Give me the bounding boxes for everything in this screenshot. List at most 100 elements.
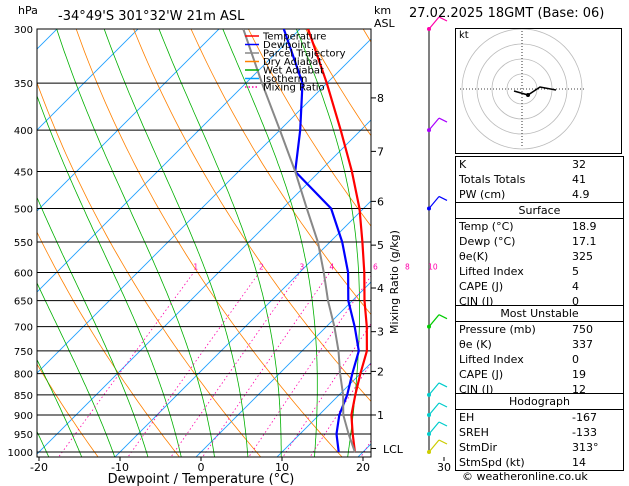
mu-title: Most Unstable — [500, 307, 579, 320]
surface-value: 17.1 — [572, 235, 597, 248]
isotherm-line — [37, 29, 220, 212]
isotherm-line — [276, 362, 371, 457]
mixing-ratio-label: 10 — [428, 263, 438, 272]
dry-adiabat-line — [247, 29, 371, 227]
surface-value: 5 — [572, 265, 579, 278]
hodo-label: EH — [456, 409, 569, 425]
mixing-ratio-line — [170, 272, 301, 457]
index-label: K — [459, 158, 467, 171]
mu-value: 337 — [572, 338, 593, 351]
hpa-label: hPa — [18, 4, 38, 17]
hodograph-ring — [461, 28, 583, 150]
wet-adiabat-line — [158, 29, 282, 457]
hodo-label: StmSpd (kt) — [459, 456, 525, 469]
wet-adiabat-line — [37, 282, 116, 457]
mu-value: 19 — [572, 368, 586, 381]
dry-adiabat-line — [37, 81, 262, 457]
indices-panel: K 32 Totals Totals 41 PW (cm) 4.9 — [455, 156, 624, 203]
mu-value: 0 — [572, 353, 579, 366]
mu-label: Pressure (mb) — [456, 321, 569, 337]
wind-barb — [427, 402, 448, 417]
x-axis-title: Dewpoint / Temperature (°C) — [108, 472, 295, 486]
pressure-tick-label: 350 — [14, 79, 33, 90]
pressure-tick-label: 650 — [14, 297, 33, 308]
mu-label: CAPE (J) — [459, 368, 504, 381]
x-tick-label: 20 — [356, 461, 370, 474]
isotherm-line — [37, 38, 371, 374]
isotherm-line — [37, 29, 139, 131]
index-label: PW (cm) — [459, 188, 506, 201]
legend-label: Dry Adiabat — [263, 57, 322, 68]
legend-label: Wet Adiabat — [263, 66, 324, 77]
surface-label: CIN (J) — [459, 295, 494, 308]
surface-title: Surface — [518, 204, 561, 217]
isotherm-line — [37, 29, 301, 293]
pressure-tick-label: 550 — [14, 238, 33, 249]
surface-value: 0 — [572, 295, 579, 308]
hodo-value: -133 — [572, 426, 597, 439]
wind-barb — [427, 314, 448, 329]
chart-marks — [242, 16, 448, 454]
index-value: 41 — [572, 173, 586, 186]
series-line-temperature — [307, 29, 369, 453]
km-tick-label: 7 — [377, 145, 384, 158]
background-lines — [37, 29, 371, 457]
legend-label: Isotherm — [263, 74, 307, 85]
hodo-value: 313° — [572, 441, 599, 454]
dry-adiabat-line — [37, 231, 180, 457]
km-tick-label: 8 — [377, 92, 384, 105]
index-value: 4.9 — [572, 188, 590, 201]
surface-label: Temp (°C) — [456, 218, 569, 234]
dry-adiabat-line — [37, 363, 99, 457]
x-tick-label: 30 — [437, 461, 451, 474]
surface-label: CAPE (J) — [459, 280, 504, 293]
wind-barb — [427, 382, 448, 397]
dry-adiabat-line — [75, 29, 343, 457]
pressure-tick-label: 850 — [14, 391, 33, 402]
km-tick-label: 2 — [377, 365, 384, 378]
mixing-ratio-line — [58, 272, 195, 457]
pressure-tick-label: 600 — [14, 269, 33, 280]
mixing-ratio-label: 4 — [329, 263, 334, 272]
pressure-tick-label: 750 — [14, 347, 33, 358]
legend-label: Mixing Ratio — [263, 83, 325, 94]
wind-barb — [427, 117, 448, 133]
km-tick-label: 5 — [377, 239, 384, 252]
x-tick-label: -10 — [111, 461, 129, 474]
mixing-ratio-label: 2 — [259, 263, 264, 272]
hodograph-stats-panel: Hodograph EH -167 SREH -133 StmDir 313° Stm… — [455, 393, 624, 471]
plot-frame — [36, 28, 372, 458]
most-unstable-panel: Most Unstable Pressure (mb) 750 θe (K) 337… — [455, 305, 624, 398]
mixing-ratio-label: 6 — [373, 263, 378, 272]
mu-label: Lifted Index — [459, 353, 524, 366]
mu-value: 12 — [572, 383, 586, 396]
storm-motion-marker — [526, 93, 530, 97]
legend-label: Dewpoint — [263, 40, 311, 51]
pressure-tick-label: 400 — [14, 126, 33, 137]
series-line-parcel-trajectory — [242, 29, 356, 453]
mixing-ratio-label: 1 — [193, 263, 198, 272]
isotherm-line — [114, 200, 371, 457]
wind-barb — [427, 16, 448, 31]
km-tick-label: 1 — [377, 409, 384, 422]
km-tick-label: 6 — [377, 195, 384, 208]
mu-label: θe (K) — [459, 338, 492, 351]
km-tick-label: 4 — [377, 282, 384, 295]
x-tick-label: 10 — [275, 461, 289, 474]
hodo-value: -167 — [569, 409, 623, 425]
pressure-tick-label: 1000 — [8, 448, 33, 459]
pressure-tick-label: 500 — [14, 204, 33, 215]
pressure-tick-label: 950 — [14, 430, 33, 441]
isotherm-line — [37, 29, 58, 50]
mixing-ratio-label: 8 — [405, 263, 410, 272]
series-line-dewpoint — [282, 29, 360, 453]
index-row: Totals Totals 41 — [456, 172, 623, 187]
wet-adiabat-line — [37, 94, 182, 457]
hodograph-panel: kt — [455, 28, 622, 154]
hodograph-kt-label: kt — [459, 30, 469, 41]
legend-label: Parcel Trajectory — [263, 49, 346, 60]
pressure-tick-label: 300 — [14, 25, 33, 36]
pressure-tick-label: 900 — [14, 411, 33, 422]
hodo-stats-title: Hodograph — [509, 395, 570, 408]
